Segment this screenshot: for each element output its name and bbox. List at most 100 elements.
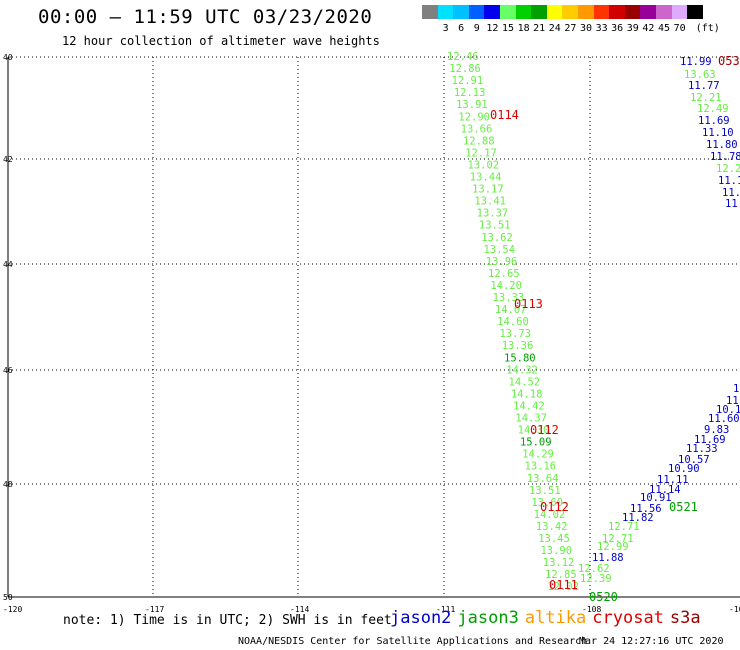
wave-height-label: 11. (726, 395, 740, 407)
scale-label: 42 (642, 23, 655, 34)
scale-swatch (640, 5, 656, 19)
scale-swatch (546, 5, 563, 19)
wave-height-label: 12.02 (547, 581, 579, 593)
wave-height-label: 11.56 (630, 503, 662, 515)
wave-height-label: 14.30 (518, 425, 550, 437)
lat-tick-label: 40 (3, 53, 13, 62)
wave-height-label: 13.41 (474, 196, 506, 208)
satellite-legend-jason2: jason2 (390, 608, 452, 628)
wave-height-label: 11.99 (680, 56, 712, 68)
wave-height-label: 11.33 (686, 443, 718, 455)
scale-swatch (437, 5, 454, 19)
wave-height-label: 13.17 (472, 184, 504, 196)
scale-label: 36 (611, 23, 624, 34)
scale-label: 6 (458, 23, 465, 34)
satellite-legend-altika: altika (524, 608, 587, 628)
wave-height-label: 12.85 (545, 569, 577, 581)
wave-height-label: 11.78 (710, 151, 740, 163)
scale-label: 9 (473, 23, 480, 34)
scale-label: 39 (626, 23, 639, 34)
wave-height-label: 13.91 (456, 99, 488, 111)
satellite-legend: jason2 jason3 altika cryosat s3a (390, 608, 707, 628)
wave-height-label: 14.18 (511, 388, 543, 400)
wave-height-label: 12.86 (449, 63, 481, 75)
lat-lon-grid (7, 56, 740, 598)
time-label: 0112 (530, 423, 559, 437)
units-note: note: 1) Time is in UTC; 2) SWH is in fe… (63, 613, 392, 628)
wave-height-label: 11.82 (622, 512, 654, 524)
wave-height-label: 13.66 (461, 123, 493, 135)
wave-height-label: 13.64 (527, 473, 559, 485)
time-label: 0113 (514, 297, 543, 311)
scale-swatch (484, 5, 500, 19)
lon-tick-label: -120 (3, 605, 22, 614)
time-label: 0111 (549, 578, 578, 592)
lat-tick-label: 46 (3, 366, 13, 375)
wave-height-label: 13.51 (529, 485, 561, 497)
wave-height-label: 11 (725, 198, 738, 210)
axis-labels: 40 42 44 46 48 50 -120 -117 -114 -111 -108 -10 (3, 53, 740, 614)
wave-height-label: 14.37 (515, 413, 547, 425)
lat-tick-label: 42 (3, 155, 13, 164)
wave-height-label: 12.99 (597, 541, 629, 553)
wave-height-label: 13.45 (538, 533, 570, 545)
wave-height-label: 12.2 (716, 163, 740, 175)
wave-height-label: 14.20 (490, 280, 522, 292)
wave-height-label: 11 (733, 383, 740, 395)
satellite-legend-s3a: s3a (669, 608, 701, 628)
wave-height-label: 15.09 (520, 437, 552, 449)
wave-height-label: 10.1 (716, 404, 740, 416)
wave-height-label: 11.80 (706, 139, 738, 151)
wave-height-label: 14.42 (513, 400, 545, 412)
scale-label: 18 (517, 23, 530, 34)
map-title: 00:00 – 11:59 UTC 03/23/2020 (38, 6, 373, 28)
wave-height-label: 11.69 (694, 434, 726, 446)
lat-tick-label: 48 (3, 480, 13, 489)
scale-label: 33 (595, 23, 608, 34)
scale-label: 45 (657, 23, 671, 34)
lon-tick-label: -108 (582, 605, 601, 614)
wave-height-label: 12.90 (458, 111, 490, 123)
wave-height-label: 13.33 (493, 292, 525, 304)
wave-height-label: 12.21 (690, 92, 722, 104)
wave-height-label: 13.02 (468, 159, 500, 171)
scale-swatch (531, 5, 547, 19)
wave-height-label: 13.36 (502, 340, 534, 352)
scale-swatch (609, 5, 625, 19)
scale-swatch (453, 5, 469, 19)
scale-label: 27 (564, 23, 577, 34)
map-subtitle: 12 hour collection of altimeter wave hei… (62, 34, 380, 48)
timestamp-text: Mar 24 12:27:16 UTC 2020 (579, 636, 724, 647)
wave-height-label: 11.1 (718, 175, 740, 187)
wave-height-label: 13.44 (470, 172, 502, 184)
wave-height-label: 13.96 (486, 256, 518, 268)
wave-height-label: 12.71 (602, 533, 634, 545)
wave-height-label: 12.39 (580, 573, 612, 585)
wave-height-label: 12.62 (578, 563, 610, 575)
scale-swatch (500, 5, 516, 19)
scale-unit: (ft) (695, 23, 720, 34)
time-label: 0112 (540, 500, 569, 514)
satellite-legend-jason3: jason3 (457, 608, 519, 628)
wave-height-label: 13.16 (525, 461, 557, 473)
wave-height-label: 11.9 (722, 187, 740, 199)
scale-swatch (656, 5, 672, 19)
wave-height-label: 12.88 (463, 135, 495, 147)
wave-height-label: 12.65 (488, 268, 520, 280)
scale-swatch (422, 5, 438, 19)
wave-height-label: 10.57 (678, 454, 710, 466)
credit-text: NOAA/NESDIS Center for Satellite Applica… (238, 636, 588, 647)
wave-height-label: 11.88 (592, 552, 624, 564)
satellite-tracks: 12.4612.8612.9112.1313.9112.9013.6612.88… (447, 51, 740, 604)
wave-height-label: 14.52 (509, 376, 541, 388)
wave-height-label: 12.46 (447, 51, 479, 63)
scale-label: 3 (442, 23, 449, 34)
wave-height-label: 14.02 (534, 509, 566, 521)
wave-height-label: 13.60 (531, 497, 563, 509)
scale-swatch (562, 5, 578, 19)
wave-height-label: 11.10 (702, 127, 734, 139)
wave-height-label: 12.13 (454, 87, 486, 99)
wave-height-label: 13.51 (479, 220, 511, 232)
scale-label: 24 (548, 23, 561, 34)
